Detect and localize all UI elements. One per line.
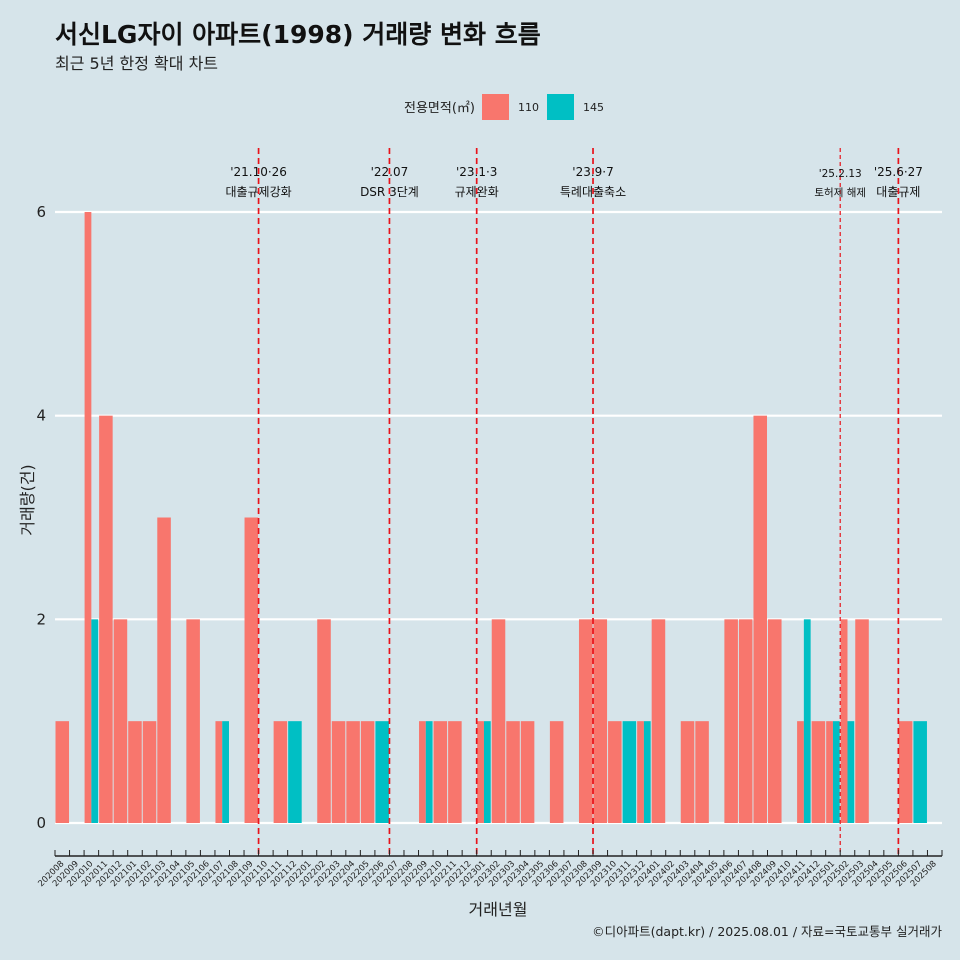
bar-110: [113, 619, 128, 823]
bar-145: [91, 619, 99, 823]
bar-110: [855, 619, 869, 823]
event-date: '25.6·27: [874, 165, 923, 179]
bars: [55, 212, 927, 823]
y-tick-label: 4: [36, 407, 46, 425]
caption: ©디아파트(dapt.kr) / 2025.08.01 / 자료=국토교통부 실…: [592, 924, 942, 939]
bar-145: [222, 721, 229, 823]
legend-swatch-145: [547, 94, 574, 120]
y-axis: 0 2 4 6: [36, 203, 46, 832]
bar-110: [549, 721, 564, 823]
bar-110: [331, 721, 346, 823]
bar-145: [288, 721, 302, 823]
event-label: 대출규제강화: [225, 185, 291, 199]
bar-110: [433, 721, 448, 823]
chart-subtitle: 최근 5년 한정 확대 차트: [55, 54, 218, 73]
bar-110: [637, 721, 644, 823]
bar-110: [578, 619, 593, 823]
bar-110: [419, 721, 426, 823]
y-axis-title: 거래량(건): [18, 464, 37, 535]
bar-145: [375, 721, 389, 823]
bar-110: [491, 619, 506, 823]
legend: 전용면적(㎡) 110 145: [404, 94, 604, 120]
bar-110: [608, 721, 622, 823]
event-label: 대출규제: [876, 185, 920, 199]
annotations: '21.10·26 대출규제강화 '22.07 DSR 3단계 '23.1·3 규제완화 '…: [225, 148, 923, 855]
bar-110: [738, 619, 753, 823]
bar-110: [680, 721, 695, 823]
x-axis: 2020082020092020102020112020122021012021…: [36, 850, 943, 889]
event-date: '21.10·26: [230, 165, 287, 179]
legend-label-145: 145: [583, 101, 604, 114]
bar-110: [840, 619, 848, 823]
bar-145: [913, 721, 927, 823]
bar-110: [346, 721, 360, 823]
bar-145: [483, 721, 491, 823]
bar-110: [753, 415, 768, 823]
bar-110: [186, 619, 200, 823]
bar-110: [55, 721, 70, 823]
bar-110: [651, 619, 666, 823]
y-tick-label: 6: [36, 203, 46, 221]
bar-110: [520, 721, 535, 823]
event-label: 토허제 해제: [814, 186, 866, 199]
bar-145: [832, 721, 840, 823]
legend-swatch-110: [482, 94, 509, 120]
bar-145: [643, 721, 651, 823]
bar-110: [448, 721, 462, 823]
event-label: 특례대출축소: [560, 185, 626, 199]
bar-110: [477, 721, 484, 823]
bar-145: [425, 721, 433, 823]
bar-110: [797, 721, 804, 823]
bar-110: [128, 721, 142, 823]
bar-110: [84, 212, 92, 823]
bar-110: [244, 517, 259, 823]
bar-110: [811, 721, 826, 823]
y-tick-label: 0: [36, 814, 46, 832]
bar-145: [847, 721, 855, 823]
y-tick-label: 2: [36, 610, 46, 628]
bar-110: [157, 517, 171, 823]
event-label: 규제완화: [455, 185, 499, 199]
event-date: '22.07: [371, 165, 409, 179]
chart-title: 서신LG자이 아파트(1998) 거래량 변화 흐름: [55, 20, 541, 49]
bar-110: [506, 721, 520, 823]
bar-110: [360, 721, 375, 823]
bar-110: [215, 721, 223, 823]
bar-145: [803, 619, 811, 823]
bar-110: [273, 721, 288, 823]
event-date: '23.9·7: [572, 165, 613, 179]
bar-110: [724, 619, 738, 823]
legend-title: 전용면적(㎡): [404, 101, 475, 116]
legend-label-110: 110: [518, 101, 539, 114]
bar-110: [99, 415, 113, 823]
bar-110: [826, 721, 833, 823]
bar-110: [142, 721, 157, 823]
event-label: DSR 3단계: [360, 185, 419, 199]
event-date: '23.1·3: [456, 165, 497, 179]
bar-110: [898, 721, 913, 823]
bar-110: [768, 619, 782, 823]
bar-110: [593, 619, 608, 823]
x-axis-title: 거래년월: [469, 900, 528, 919]
bar-110: [695, 721, 709, 823]
bar-110: [317, 619, 331, 823]
bar-145: [622, 721, 637, 823]
event-date: '25.2.13: [819, 168, 862, 180]
